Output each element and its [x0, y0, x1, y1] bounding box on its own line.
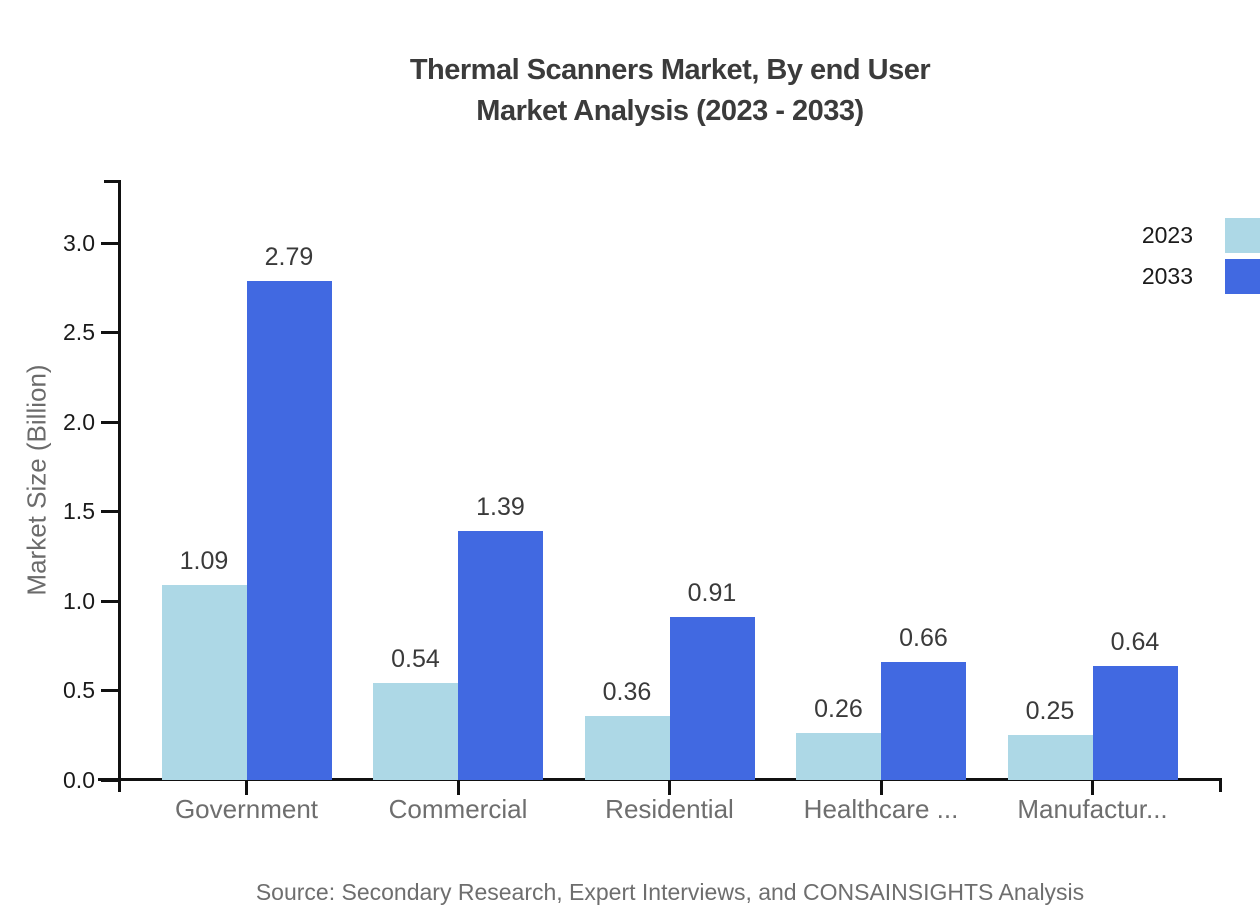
y-tick-mark — [101, 420, 120, 424]
bar-2023-commercial — [373, 683, 458, 780]
legend-label-2023: 2023 — [1141, 222, 1193, 248]
y-axis-title: Market Size (Billion) — [21, 364, 52, 596]
bar-2023-residential — [584, 715, 670, 780]
y-axis-line — [118, 180, 121, 792]
bar-2033-commercial — [458, 531, 543, 780]
legend-item-2033: 2033 — [1142, 259, 1260, 294]
y-tick-label: 2.5 — [63, 319, 95, 346]
bar-value-label: 0.36 — [602, 677, 652, 706]
y-axis-top-cap — [104, 180, 121, 183]
bar-value-label: 0.25 — [1025, 697, 1075, 726]
y-tick-label: 2.0 — [63, 408, 95, 435]
legend-item-2023: 2023 — [1142, 218, 1260, 253]
x-category-label: Healthcare ... — [803, 794, 959, 824]
bar-value-label: 1.09 — [179, 546, 229, 575]
y-tick-label: 0.0 — [63, 766, 95, 793]
bar-value-label: 0.54 — [391, 645, 440, 674]
x-tick-mark — [1091, 781, 1094, 795]
x-category-label: Manufactur... — [1017, 794, 1168, 824]
y-tick-label: 3.0 — [63, 229, 95, 256]
y-tick-mark — [101, 599, 120, 603]
chart-title-line2: Market Analysis (2023 - 2033) — [476, 95, 864, 127]
bar-2023-healthcare — [796, 733, 881, 780]
bar-value-label: 0.26 — [814, 695, 863, 724]
y-tick-label: 1.5 — [63, 498, 95, 525]
bar-2023-government — [161, 584, 247, 780]
bar-value-label: 0.66 — [899, 623, 948, 652]
bar-2033-government — [246, 280, 332, 780]
bar-value-label: 0.91 — [687, 579, 737, 608]
y-tick-mark — [101, 241, 120, 245]
x-tick-mark — [245, 781, 248, 795]
y-tick-label: 1.0 — [63, 587, 95, 614]
x-tick-mark — [456, 781, 460, 795]
y-tick-mark — [101, 510, 120, 514]
bar-value-label: 1.39 — [476, 493, 525, 522]
chart-title: Thermal Scanners Market, By end User Mar… — [80, 50, 1260, 132]
bar-2033-healthcare — [881, 661, 966, 780]
chart-title-line1: Thermal Scanners Market, By end User — [409, 54, 931, 86]
x-tick-mark — [668, 781, 671, 795]
x-category-label: Commercial — [388, 794, 528, 824]
y-tick-mark — [101, 778, 120, 782]
bar-2023-manufactur — [1007, 735, 1093, 780]
y-tick-mark — [101, 331, 120, 335]
x-category-label: Residential — [605, 794, 734, 824]
bar-2033-residential — [669, 617, 755, 780]
y-tick-label: 0.5 — [63, 677, 95, 704]
y-tick-mark — [101, 689, 120, 693]
bar-value-label: 2.79 — [264, 242, 314, 271]
x-axis-right-cap — [1219, 778, 1222, 792]
x-tick-mark — [879, 781, 883, 795]
bar-value-label: 0.64 — [1110, 627, 1160, 656]
x-category-label: Government — [174, 794, 319, 824]
legend-swatch-2033-icon — [1225, 259, 1260, 294]
bar-2033-manufactur — [1092, 665, 1178, 780]
legend-label-2033: 2033 — [1141, 263, 1193, 289]
legend-swatch-2023-icon — [1225, 218, 1260, 253]
source-attribution: Source: Secondary Research, Expert Inter… — [255, 879, 1085, 905]
legend: 2023 2033 — [1142, 218, 1260, 300]
